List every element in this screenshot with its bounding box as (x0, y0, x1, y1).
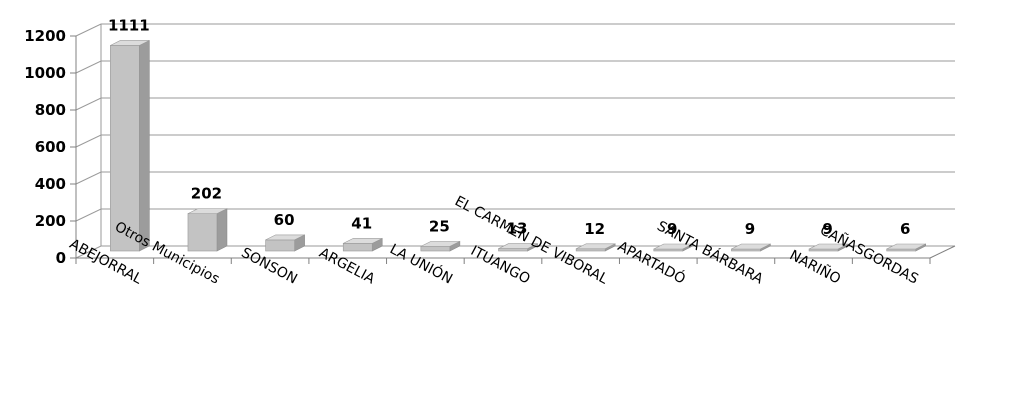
gridline (75, 23, 955, 37)
bar (110, 39, 150, 252)
bar (575, 243, 616, 252)
data-label: 9 (667, 220, 677, 238)
bar-top (653, 243, 693, 250)
bar-front (575, 248, 606, 252)
bar (342, 237, 383, 252)
data-label: 1111 (108, 16, 150, 34)
y-tick-label: 600 (35, 138, 66, 156)
bar (653, 243, 694, 252)
bar-top (265, 234, 305, 241)
bar-top (498, 243, 538, 249)
gridline (75, 60, 955, 74)
bar (498, 243, 538, 252)
data-label: 202 (191, 185, 222, 203)
y-tick-label: 800 (35, 101, 66, 119)
y-tick-label: 400 (35, 175, 66, 193)
data-label: 9 (745, 220, 755, 238)
bars (110, 39, 926, 252)
bar (886, 243, 926, 252)
bar (420, 240, 461, 252)
bar-front (187, 213, 218, 252)
data-labels: 1111 202 60 41 25 13 12 9 9 9 6 (108, 16, 910, 238)
bar-top (110, 40, 150, 46)
y-tick-label: 200 (35, 212, 66, 230)
y-tick-labels: 0 200 400 600 800 1000 1200 (24, 27, 66, 267)
axes (70, 24, 956, 264)
data-label: 25 (429, 217, 450, 235)
bar-front (110, 45, 140, 252)
bar-front (498, 248, 528, 252)
bar-front (342, 243, 373, 252)
data-label: 13 (507, 220, 528, 238)
bar (265, 234, 305, 252)
data-label: 6 (900, 220, 910, 238)
gridline (75, 171, 955, 185)
y-tick-label: 0 (56, 249, 66, 267)
category-label: NARIÑO (787, 247, 844, 288)
bar-front (420, 246, 451, 252)
bar-top (808, 243, 849, 250)
bar-top (576, 243, 616, 250)
bar (187, 208, 228, 252)
bar-side (216, 208, 228, 252)
gridline (75, 134, 955, 148)
data-label: 41 (351, 214, 372, 232)
bar (808, 243, 849, 252)
y-tick-label: 1000 (24, 64, 66, 82)
data-label: 60 (274, 211, 295, 229)
bar-top (731, 243, 771, 250)
y-tick-label: 1200 (24, 27, 66, 45)
bar-top (420, 241, 460, 247)
bar-side (139, 39, 150, 252)
data-label: 9 (822, 220, 832, 238)
bar-top (886, 243, 926, 250)
bar-top (343, 238, 383, 244)
bar-top (187, 208, 228, 214)
gridline (75, 97, 955, 111)
category-label: ARGELIA (316, 245, 377, 288)
bar (731, 243, 771, 252)
floor-right-edge (929, 245, 956, 259)
data-label: 12 (584, 220, 605, 238)
bar-front (265, 239, 295, 252)
